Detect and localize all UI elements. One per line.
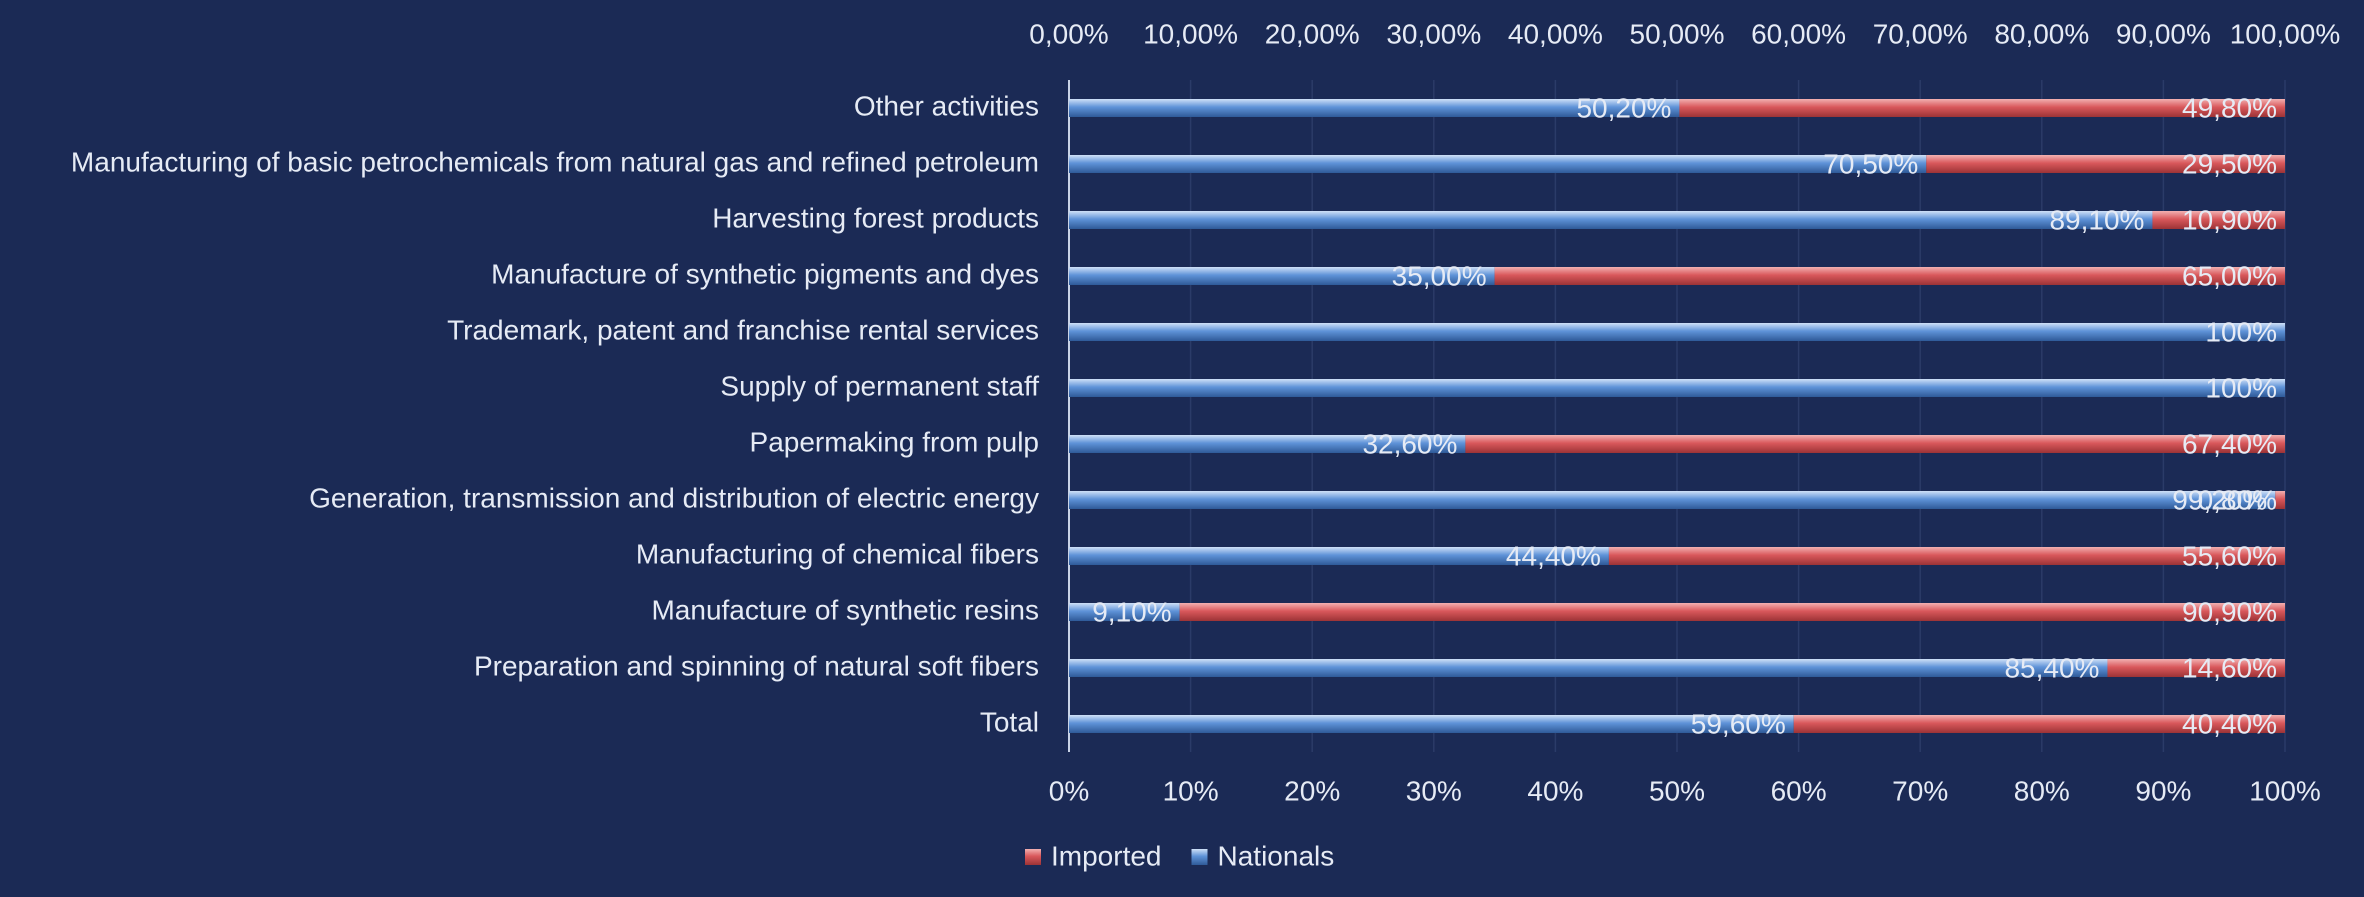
bar-segment — [1069, 547, 1609, 565]
x-tick-label: 40% — [1527, 775, 1583, 806]
bar-segment — [1793, 715, 2285, 733]
x2-tick-label: 0,00% — [1029, 18, 1108, 49]
x-tick-label: 30% — [1406, 775, 1462, 806]
x-tick-label: 100% — [2249, 775, 2321, 806]
bar-segment — [1179, 603, 2285, 621]
x-tick-label: 70% — [1892, 775, 1948, 806]
bar-segment — [1465, 435, 2285, 453]
y-tick-label: Manufacturing of basic petrochemicals fr… — [71, 146, 1039, 177]
bar-segment — [1069, 211, 2153, 229]
x2-tick-label: 20,00% — [1265, 18, 1360, 49]
data-label: 99,20% — [2172, 484, 2267, 515]
bar-segment — [2152, 211, 2285, 229]
x-tick-label: 80% — [2014, 775, 2070, 806]
y-tick-label: Papermaking from pulp — [750, 426, 1039, 457]
data-label: 14,60% — [2182, 652, 2277, 683]
bar-segment — [1926, 155, 2285, 173]
data-label: 67,40% — [2182, 428, 2277, 459]
data-label: 40,40% — [2182, 708, 2277, 739]
bar-segment — [1069, 155, 1927, 173]
data-label: 44,40% — [1506, 540, 1601, 571]
y-tick-label: Manufacture of synthetic pigments and dy… — [491, 258, 1039, 289]
bar-segment — [1494, 267, 2285, 285]
data-label: 9,10% — [1092, 596, 1171, 627]
data-label: 10,90% — [2182, 204, 2277, 235]
y-tick-label: Trademark, patent and franchise rental s… — [447, 314, 1039, 345]
data-label: 65,00% — [2182, 260, 2277, 291]
data-label: 85,40% — [2004, 652, 2099, 683]
y-tick-label: Generation, transmission and distributio… — [309, 482, 1039, 513]
bar-segment — [1608, 547, 2285, 565]
y-tick-label: Manufacturing of chemical fibers — [636, 538, 1039, 569]
x2-tick-label: 100,00% — [2230, 18, 2341, 49]
bar-segment — [1069, 379, 2285, 397]
legend-label: Nationals — [1218, 840, 1335, 871]
data-label: 55,60% — [2182, 540, 2277, 571]
bar-segment — [1069, 491, 2276, 509]
data-label: 32,60% — [1362, 428, 1457, 459]
data-label: 90,90% — [2182, 596, 2277, 627]
x2-tick-label: 80,00% — [1994, 18, 2089, 49]
bar-segment — [2275, 491, 2285, 509]
x2-tick-label: 50,00% — [1630, 18, 1725, 49]
y-tick-label: Supply of permanent staff — [720, 370, 1039, 401]
x-tick-label: 60% — [1771, 775, 1827, 806]
bar-segment — [1679, 99, 2285, 117]
x-tick-label: 50% — [1649, 775, 1705, 806]
data-label: 89,10% — [2049, 204, 2144, 235]
data-label: 49,80% — [2182, 92, 2277, 123]
y-tick-label: Total — [980, 706, 1039, 737]
x2-tick-label: 90,00% — [2116, 18, 2211, 49]
bar-segment — [2107, 659, 2285, 677]
bar-segment — [1069, 715, 1794, 733]
data-label: 35,00% — [1392, 260, 1487, 291]
data-label: 70,50% — [1823, 148, 1918, 179]
x2-tick-label: 30,00% — [1386, 18, 1481, 49]
y-tick-label: Other activities — [854, 90, 1039, 121]
x2-tick-label: 60,00% — [1751, 18, 1846, 49]
bar-segment — [1069, 603, 1180, 621]
x2-tick-label: 10,00% — [1143, 18, 1238, 49]
data-label: 0,80% — [2198, 484, 2277, 515]
x2-tick-label: 70,00% — [1873, 18, 1968, 49]
y-tick-label: Preparation and spinning of natural soft… — [474, 650, 1039, 681]
bar-segment — [1069, 267, 1495, 285]
y-tick-label: Harvesting forest products — [712, 202, 1039, 233]
x-tick-label: 90% — [2135, 775, 2191, 806]
bar-segment — [1069, 435, 1466, 453]
data-label: 100% — [2205, 372, 2277, 403]
legend-swatch — [1191, 849, 1208, 865]
data-label: 50,20% — [1576, 92, 1671, 123]
data-label: 59,60% — [1691, 708, 1786, 739]
x-tick-label: 0% — [1049, 775, 1089, 806]
y-tick-label: Manufacture of synthetic resins — [651, 594, 1039, 625]
x-tick-label: 10% — [1163, 775, 1219, 806]
legend-label: Imported — [1051, 840, 1162, 871]
bar-segment — [1069, 659, 2108, 677]
legend-swatch — [1025, 849, 1041, 865]
bar-segment — [1069, 323, 2285, 341]
x-tick-label: 20% — [1284, 775, 1340, 806]
x2-tick-label: 40,00% — [1508, 18, 1603, 49]
bar-segment — [1069, 99, 1680, 117]
data-label: 29,50% — [2182, 148, 2277, 179]
data-label: 100% — [2205, 316, 2277, 347]
